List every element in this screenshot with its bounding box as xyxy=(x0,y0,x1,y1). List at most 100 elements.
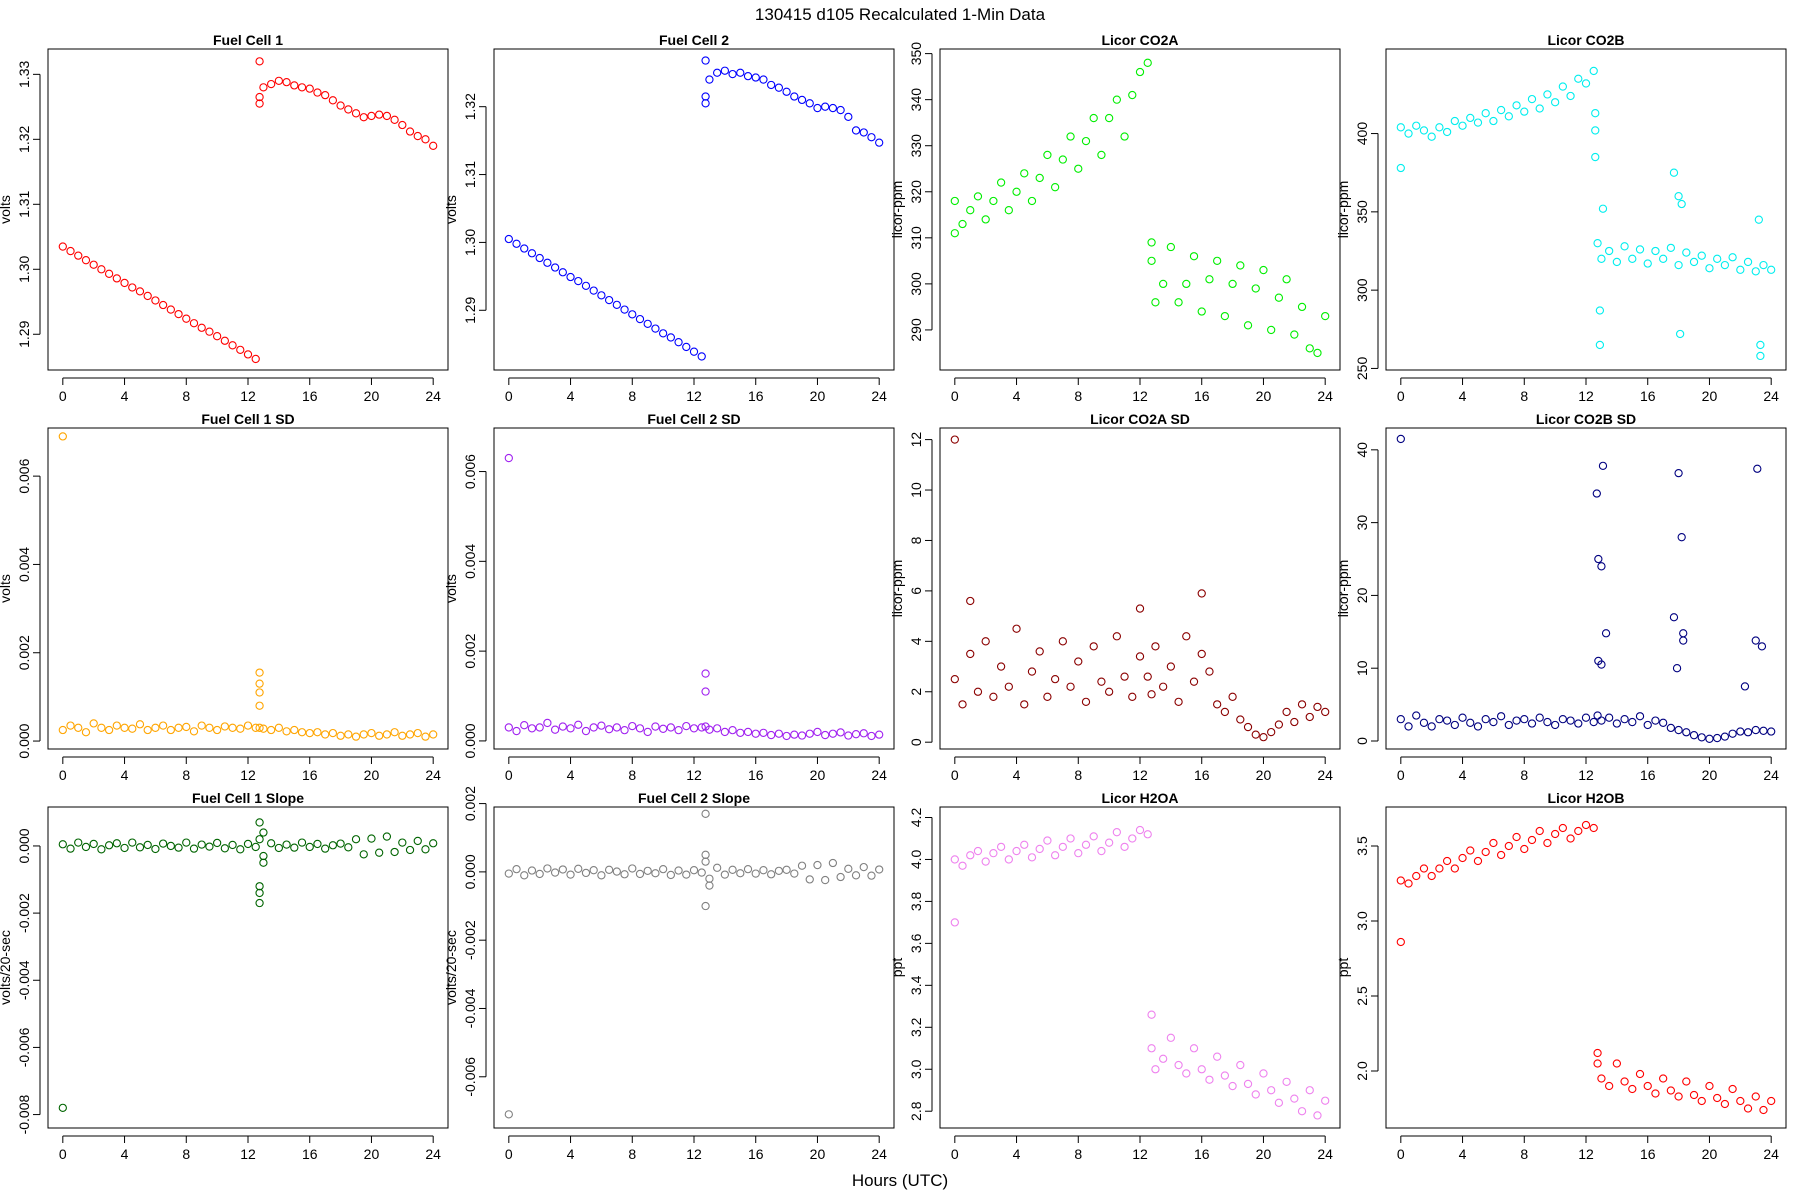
data-point xyxy=(1543,717,1552,727)
data-point xyxy=(290,843,299,852)
x-tick-label: 4 xyxy=(1013,388,1021,404)
data-point xyxy=(1558,715,1568,724)
data-point xyxy=(220,722,230,731)
x-tick-label: 12 xyxy=(1578,388,1594,404)
data-point xyxy=(1520,844,1529,854)
data-point xyxy=(1197,589,1206,598)
data-point xyxy=(1004,682,1013,691)
data-point xyxy=(1027,667,1037,676)
data-point xyxy=(328,96,338,105)
y-tick-label: 3.0 xyxy=(908,1059,924,1079)
data-point xyxy=(398,838,407,847)
data-point xyxy=(1166,242,1176,252)
data-point xyxy=(1412,121,1421,130)
x-tick-label: 20 xyxy=(810,767,826,783)
data-point xyxy=(767,80,776,90)
data-point xyxy=(174,843,183,852)
data-point xyxy=(720,66,730,75)
data-point xyxy=(996,662,1006,671)
data-point xyxy=(1489,116,1498,126)
data-point xyxy=(1205,275,1214,284)
data-point xyxy=(1251,730,1260,739)
x-tick-label: 12 xyxy=(1132,1146,1148,1162)
x-tick-label: 16 xyxy=(302,388,318,404)
data-point xyxy=(297,838,307,847)
y-tick-label: 1.32 xyxy=(462,93,478,120)
y-tick-label: 1.30 xyxy=(462,229,478,256)
data-point xyxy=(297,728,307,737)
data-point xyxy=(305,84,314,93)
data-point xyxy=(1035,844,1044,854)
plot-frame xyxy=(1385,806,1787,1129)
data-point xyxy=(166,841,175,851)
data-point xyxy=(321,844,330,853)
data-point xyxy=(751,73,760,82)
y-tick-label: -0.004 xyxy=(462,988,478,1028)
data-point xyxy=(1213,700,1222,709)
y-tick-label: 3.5 xyxy=(1354,836,1370,856)
x-tick-label: 4 xyxy=(1013,767,1021,783)
data-point xyxy=(1674,725,1683,735)
x-tick-label: 8 xyxy=(182,388,190,404)
x-tick-label: 24 xyxy=(871,767,887,783)
data-point xyxy=(1736,1096,1745,1106)
data-point xyxy=(1504,841,1513,851)
data-point xyxy=(1767,727,1776,736)
data-point xyxy=(574,276,583,286)
data-point xyxy=(104,841,114,850)
data-point xyxy=(1651,1089,1660,1098)
data-point xyxy=(1274,720,1284,729)
data-point xyxy=(1097,677,1106,686)
x-tick-label: 16 xyxy=(748,388,764,404)
data-point xyxy=(612,300,621,309)
data-point xyxy=(635,869,645,879)
y-axis-label: licor-ppm xyxy=(1335,181,1351,239)
data-point xyxy=(58,840,67,849)
data-point xyxy=(1259,265,1268,275)
panel-title: Fuel Cell 1 SD xyxy=(201,411,294,427)
data-point xyxy=(174,309,183,319)
data-point xyxy=(1213,1052,1222,1061)
data-point xyxy=(666,870,676,880)
data-point xyxy=(290,81,299,90)
data-point xyxy=(1450,116,1459,126)
data-point xyxy=(255,835,264,844)
y-tick-label: 250 xyxy=(1354,357,1370,381)
data-point xyxy=(1589,66,1598,76)
x-tick-label: 8 xyxy=(628,1146,636,1162)
data-point xyxy=(1012,187,1021,196)
data-point xyxy=(1442,127,1452,137)
data-point xyxy=(328,728,338,738)
data-point xyxy=(751,729,760,738)
data-point xyxy=(236,845,245,854)
data-point xyxy=(520,244,529,253)
data-point xyxy=(821,730,830,740)
data-point xyxy=(1751,636,1760,645)
data-point xyxy=(1182,632,1191,641)
data-point xyxy=(774,866,784,876)
x-tick-label: 0 xyxy=(951,388,959,404)
panel-title: Fuel Cell 1 Slope xyxy=(192,790,304,806)
data-point xyxy=(421,732,430,741)
data-point xyxy=(1566,716,1575,725)
data-point xyxy=(255,723,264,732)
data-point xyxy=(1504,720,1513,730)
data-point xyxy=(1097,150,1106,160)
y-tick-label: 0.004 xyxy=(462,544,478,579)
data-point xyxy=(989,849,998,858)
data-point xyxy=(1290,1094,1299,1103)
y-tick-label: 310 xyxy=(908,226,924,250)
x-tick-label: 24 xyxy=(1317,767,1333,783)
panel: Licor CO2A licor-ppm 0 4 8 12 16 20 24 290 300 310 3… xyxy=(889,32,1341,404)
x-tick-label: 12 xyxy=(240,767,256,783)
data-point xyxy=(1598,204,1608,213)
data-point xyxy=(375,731,384,740)
data-point xyxy=(728,865,737,874)
data-point xyxy=(550,263,560,272)
data-point xyxy=(774,83,784,92)
data-point xyxy=(1581,713,1591,722)
x-tick-label: 24 xyxy=(871,388,887,404)
data-point xyxy=(550,725,560,734)
data-point xyxy=(612,723,621,732)
